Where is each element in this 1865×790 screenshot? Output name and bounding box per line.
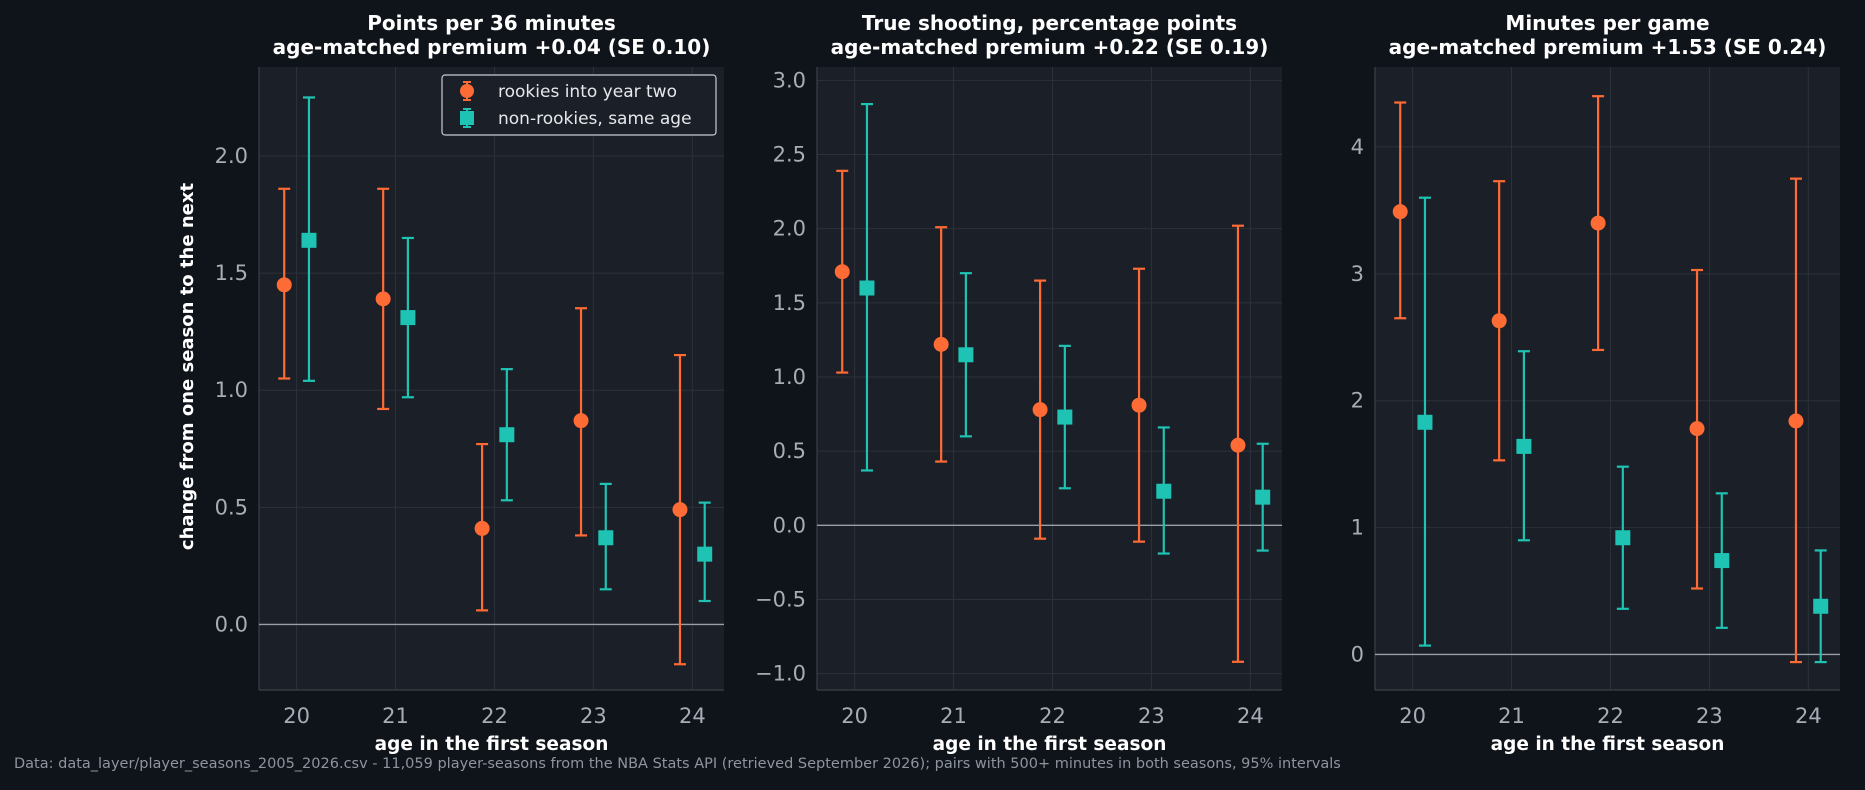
y-tick-label: 2.0 [215, 144, 248, 168]
rookie-point [1491, 313, 1507, 329]
x-tick-label: 24 [1237, 704, 1264, 728]
rookie-point [1131, 397, 1147, 413]
chart-title: Points per 36 minutes [367, 11, 616, 35]
x-tick-label: 20 [1399, 704, 1426, 728]
rookie-point [933, 336, 949, 352]
legend-label: non-rookies, same age [498, 109, 692, 129]
rookie-point [1392, 204, 1408, 220]
plot-area [259, 67, 724, 690]
y-tick-label: 3 [1351, 262, 1364, 286]
chart-subtitle: age-matched premium +0.22 (SE 0.19) [831, 35, 1269, 59]
rookie-point [834, 264, 850, 280]
non-rookie-point [697, 546, 713, 562]
x-tick-label: 21 [382, 704, 409, 728]
y-tick-label: −0.5 [755, 588, 806, 612]
non-rookie-point [1615, 530, 1631, 546]
x-tick-label: 20 [841, 704, 868, 728]
x-tick-label: 22 [1039, 704, 1066, 728]
chart-title: Minutes per game [1505, 11, 1709, 35]
non-rookie-point [598, 530, 614, 546]
y-tick-label: 0.0 [215, 612, 248, 636]
y-tick-label: 1.0 [773, 365, 806, 389]
x-axis-label: age in the first season [1491, 734, 1725, 755]
x-tick-label: 20 [283, 704, 310, 728]
y-tick-label: 0.5 [215, 495, 248, 519]
non-rookie-point [1714, 553, 1730, 569]
non-rookie-point [301, 232, 317, 248]
rookie-point [1590, 215, 1606, 231]
footnote: Data: data_layer/player_seasons_2005_202… [14, 756, 1341, 772]
y-tick-label: −1.0 [755, 662, 806, 686]
rookie-point [1032, 402, 1048, 418]
x-tick-label: 24 [1795, 704, 1822, 728]
non-rookie-point [499, 427, 515, 443]
chart-title: True shooting, percentage points [862, 11, 1237, 35]
x-tick-label: 24 [679, 704, 706, 728]
legend-marker-non-rookies [460, 111, 474, 125]
x-tick-label: 23 [1138, 704, 1165, 728]
x-tick-label: 21 [940, 704, 967, 728]
x-axis-label: age in the first season [375, 734, 609, 755]
y-tick-label: 1.0 [215, 378, 248, 402]
y-tick-label: 1 [1351, 516, 1364, 540]
non-rookie-point [859, 280, 875, 296]
y-tick-label: 3.0 [773, 68, 806, 92]
x-tick-label: 21 [1498, 704, 1525, 728]
y-tick-label: 4 [1351, 135, 1364, 159]
x-tick-label: 23 [1696, 704, 1723, 728]
non-rookie-point [958, 347, 974, 363]
rookie-point [573, 413, 589, 429]
chart-subtitle: age-matched premium +0.04 (SE 0.10) [273, 35, 711, 59]
plot-area [817, 67, 1282, 690]
y-tick-label: 1.5 [773, 291, 806, 315]
rookie-point [276, 277, 292, 293]
non-rookie-point [400, 310, 416, 326]
legend-marker-rookies [460, 84, 474, 98]
y-tick-label: 1.5 [215, 261, 248, 285]
non-rookie-point [1156, 483, 1172, 499]
non-rookie-point [1057, 409, 1073, 425]
y-tick-label: 2.0 [773, 217, 806, 241]
y-axis-label: change from one season to the next [177, 183, 198, 551]
x-tick-label: 22 [481, 704, 508, 728]
y-tick-label: 0 [1351, 642, 1364, 666]
y-tick-label: 0.0 [773, 513, 806, 537]
y-tick-label: 2.5 [773, 143, 806, 167]
x-tick-label: 22 [1597, 704, 1624, 728]
rookie-point [1230, 437, 1246, 453]
rookie-point [1788, 413, 1804, 429]
non-rookie-point [1516, 438, 1532, 454]
y-tick-label: 0.5 [773, 439, 806, 463]
panel-2: 20 21 22 23 24 −1.0 −0.5 0.0 0.5 1.0 1.5 2.0 2.5 3.0 T… [755, 11, 1282, 755]
y-tick-label: 2 [1351, 389, 1364, 413]
non-rookie-point [1255, 489, 1271, 505]
panel-1: 20 21 22 23 24 0.0 0.5 1.0 1.5 2.0 Points per 36 m… [177, 11, 724, 755]
x-axis-label: age in the first season [933, 734, 1167, 755]
legend: rookies into year two non-rookies, same a… [441, 74, 717, 136]
legend-label: rookies into year two [498, 82, 677, 102]
x-tick-label: 23 [580, 704, 607, 728]
non-rookie-point [1813, 598, 1829, 614]
non-rookie-point [1417, 414, 1433, 430]
rookie-point [375, 291, 391, 307]
rookie-point [474, 520, 490, 536]
chart-subtitle: age-matched premium +1.53 (SE 0.24) [1389, 35, 1827, 59]
plot-area [1375, 67, 1840, 690]
rookie-point [672, 502, 688, 518]
legend-box [441, 74, 717, 136]
rookie-point [1689, 421, 1705, 437]
